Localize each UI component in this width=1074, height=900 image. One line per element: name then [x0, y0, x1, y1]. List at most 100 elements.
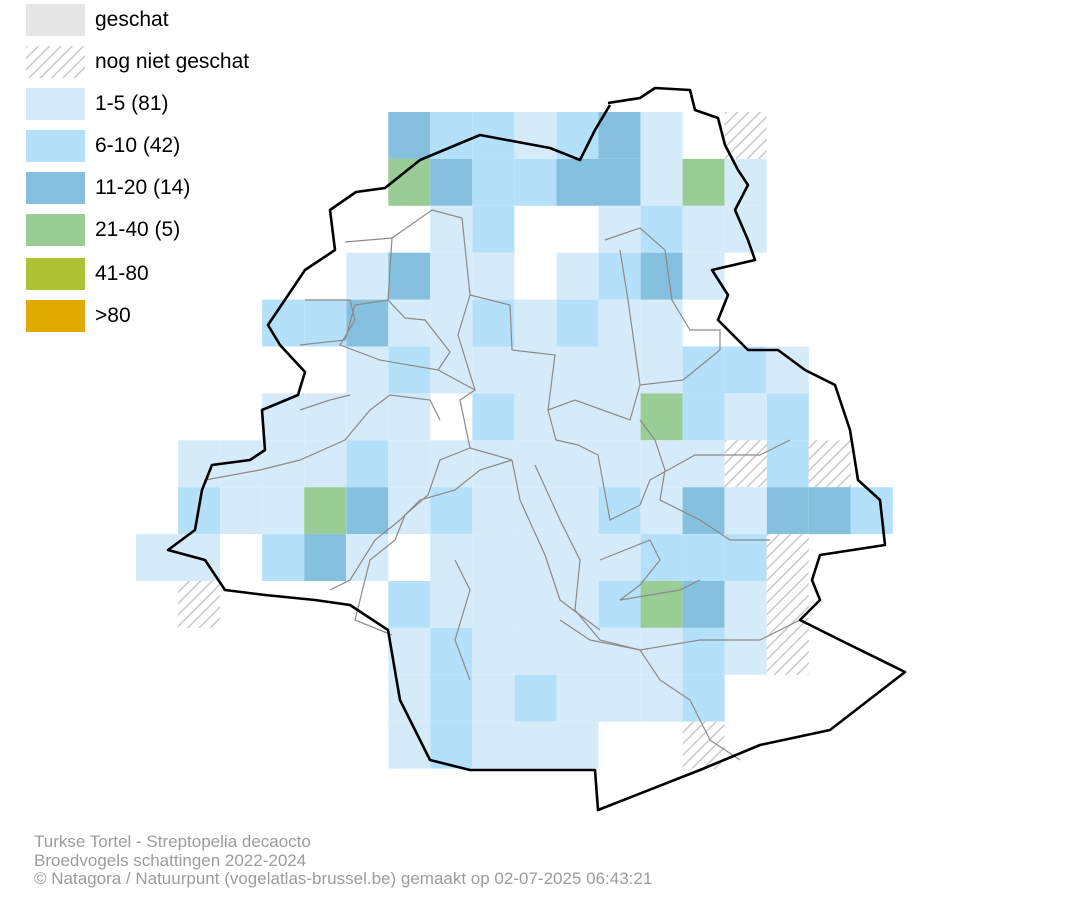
grid-cell	[766, 393, 809, 441]
grid-cell	[514, 299, 557, 347]
grid-cell	[556, 674, 599, 722]
grid-cell	[262, 534, 305, 581]
grid-cell	[514, 534, 557, 581]
grid-cell	[346, 534, 389, 581]
grid-cell	[388, 440, 431, 488]
grid-cell	[346, 487, 389, 535]
grid-cell	[556, 346, 599, 394]
grid-cell	[640, 299, 683, 347]
grid-cell	[682, 581, 725, 628]
grid-cell-not-estimated	[766, 627, 809, 675]
municipality-border	[299, 394, 351, 411]
grid-cell	[430, 112, 473, 159]
municipality-border	[639, 439, 791, 506]
municipality-border	[305, 299, 476, 391]
grid-cell	[472, 440, 515, 488]
grid-cell	[640, 112, 683, 159]
grid-cell	[598, 346, 641, 394]
grid-cell	[514, 346, 557, 394]
grid-cell	[598, 440, 641, 488]
grid-cell	[724, 581, 767, 628]
grid-cell	[640, 440, 683, 488]
grid-cell-not-estimated	[178, 581, 221, 628]
grid-cell	[766, 346, 809, 394]
grid-cell	[472, 158, 515, 206]
grid-cell	[640, 158, 683, 206]
grid-cell	[598, 112, 641, 159]
legend-swatch	[26, 130, 85, 162]
grid-cell	[514, 112, 557, 159]
grid-cell	[640, 627, 683, 675]
grid-cell	[430, 205, 473, 253]
grid-cell	[388, 112, 431, 159]
municipality-border	[639, 419, 770, 541]
grid-cell	[682, 440, 725, 488]
caption-species: Turkse Tortel - Streptopelia decaocto	[34, 832, 311, 851]
grid-cell	[556, 299, 599, 347]
grid-cell	[472, 252, 515, 300]
grid-cell	[640, 346, 683, 394]
municipality-border	[454, 559, 471, 681]
grid-cell	[304, 393, 347, 441]
grid-cell	[388, 674, 431, 722]
legend-label: 21-40 (5)	[95, 218, 181, 241]
grid-cell	[682, 252, 725, 300]
grid-cell	[598, 299, 641, 347]
grid-cell	[808, 487, 851, 535]
grid-cell	[472, 299, 515, 347]
grid-cell	[556, 158, 599, 206]
grid-cell	[514, 721, 557, 769]
grid-cell	[850, 487, 893, 535]
grid-cell	[220, 487, 263, 535]
grid-cell	[388, 393, 431, 441]
municipality-border	[547, 409, 641, 521]
municipality-border	[599, 539, 701, 601]
grid-cell	[598, 674, 641, 722]
grid-cell	[598, 393, 641, 441]
legend-label: nog niet geschat	[95, 50, 250, 73]
grid-cell	[346, 440, 389, 488]
grid-cell	[304, 440, 347, 488]
grid-cell	[556, 627, 599, 675]
municipality-border	[511, 459, 601, 631]
grid-cell	[682, 674, 725, 722]
grid-cell	[304, 487, 347, 535]
caption-survey: Broedvogels schattingen 2022-2024	[34, 850, 307, 870]
grid-cell	[682, 346, 725, 394]
legend-label: 11-20 (14)	[95, 176, 191, 199]
municipality-border	[534, 464, 641, 651]
grid-cell	[472, 346, 515, 394]
grid-cell	[556, 440, 599, 488]
grid-cell	[472, 627, 515, 675]
grid-cell	[682, 487, 725, 535]
grid-cell	[598, 627, 641, 675]
municipality-border	[344, 209, 513, 461]
grid-cell	[682, 627, 725, 675]
grid-cell	[346, 346, 389, 394]
grid-cell	[388, 252, 431, 300]
grid-cell	[514, 581, 557, 628]
grid-cell	[640, 581, 683, 628]
grid-cell	[430, 252, 473, 300]
caption: Turkse Tortel - Streptopelia decaocto Br…	[34, 832, 652, 889]
grid-cell	[598, 252, 641, 300]
grid-cell	[682, 205, 725, 253]
grid-cell	[640, 252, 683, 300]
grid-cell	[556, 252, 599, 300]
brussels-region-outline	[166, 86, 907, 812]
grid-cell	[766, 440, 809, 488]
grid-cell	[682, 393, 725, 441]
legend-label: geschat	[95, 8, 169, 31]
grid-cell-not-estimated	[766, 534, 809, 581]
grid-cell	[472, 487, 515, 535]
grid-cell-not-estimated	[724, 112, 767, 159]
grid-cell	[640, 674, 683, 722]
legend-swatch-hatched	[26, 46, 85, 78]
grid-cell	[598, 581, 641, 628]
municipality-border	[619, 249, 641, 386]
legend-swatch	[26, 258, 85, 290]
grid-cell	[640, 534, 683, 581]
municipality-border	[469, 294, 513, 351]
grid-cell	[430, 299, 473, 347]
grid-cell	[388, 581, 431, 628]
